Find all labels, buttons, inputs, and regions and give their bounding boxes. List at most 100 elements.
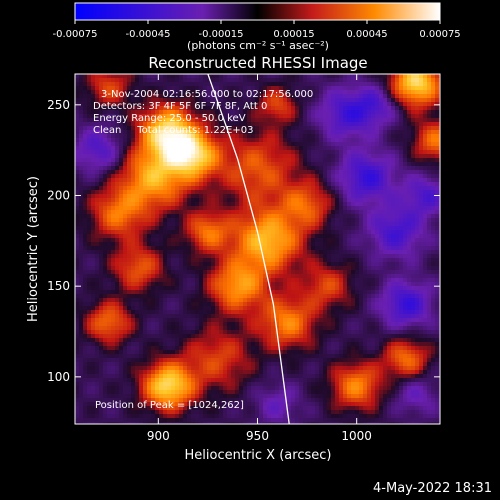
heatmap-cell [427,146,431,150]
heatmap-cell [155,218,159,222]
heatmap-cell [143,102,147,106]
heatmap-cell [175,254,179,258]
heatmap-cell [363,218,367,222]
heatmap-cell [95,262,99,266]
heatmap-cell [87,94,91,98]
heatmap-cell [95,190,99,194]
heatmap-cell [335,286,339,290]
heatmap-cell [167,194,171,198]
heatmap-cell [95,206,99,210]
heatmap-cell [215,250,219,254]
heatmap-cell [79,166,83,170]
heatmap-cell [215,130,219,134]
heatmap-cell [347,190,351,194]
heatmap-cell [167,282,171,286]
heatmap-cell [211,130,215,134]
heatmap-cell [227,282,231,286]
heatmap-cell [363,274,367,278]
heatmap-cell [151,174,155,178]
heatmap-cell [135,218,139,222]
heatmap-cell [295,154,299,158]
heatmap-cell [163,142,167,146]
heatmap-cell [307,150,311,154]
heatmap-cell [423,138,427,142]
heatmap-cell [199,230,203,234]
heatmap-cell [75,146,79,150]
heatmap-cell [215,242,219,246]
heatmap-cell [99,278,103,282]
heatmap-cell [423,238,427,242]
heatmap-cell [215,118,219,122]
heatmap-cell [351,226,355,230]
heatmap-cell [139,182,143,186]
heatmap-cell [207,166,211,170]
heatmap-cell [327,74,331,78]
heatmap-cell [363,146,367,150]
heatmap-cell [183,218,187,222]
heatmap-cell [159,170,163,174]
heatmap-cell [135,162,139,166]
heatmap-cell [379,222,383,226]
heatmap-cell [187,130,191,134]
heatmap-cell [207,158,211,162]
heatmap-cell [263,134,267,138]
heatmap-cell [403,162,407,166]
heatmap-cell [411,246,415,250]
heatmap-cell [283,258,287,262]
heatmap-cell [139,286,143,290]
heatmap-cell [291,106,295,110]
heatmap-cell [251,182,255,186]
heatmap-cell [375,142,379,146]
heatmap-cell [107,82,111,86]
heatmap-cell [295,170,299,174]
heatmap-cell [363,110,367,114]
heatmap-cell [123,286,127,290]
heatmap-cell [95,238,99,242]
heatmap-cell [243,218,247,222]
heatmap-cell [359,246,363,250]
heatmap-cell [403,166,407,170]
heatmap-cell [183,114,187,118]
heatmap-cell [323,230,327,234]
heatmap-cell [131,166,135,170]
heatmap-cell [135,198,139,202]
heatmap-cell [255,114,259,118]
heatmap-cell [275,138,279,142]
heatmap-cell [107,162,111,166]
heatmap-cell [255,82,259,86]
heatmap-cell [267,250,271,254]
heatmap-cell [395,214,399,218]
heatmap-cell [371,206,375,210]
heatmap-cell [135,254,139,258]
heatmap-cell [379,286,383,290]
heatmap-cell [195,222,199,226]
heatmap-cell [359,226,363,230]
heatmap-cell [87,262,91,266]
heatmap-cell [431,266,435,270]
heatmap-cell [355,218,359,222]
heatmap-cell [311,158,315,162]
heatmap-cell [123,214,127,218]
heatmap-cell [295,166,299,170]
heatmap-cell [343,190,347,194]
heatmap-cell [275,90,279,94]
heatmap-cell [391,270,395,274]
heatmap-cell [391,178,395,182]
heatmap-cell [431,162,435,166]
heatmap-cell [103,86,107,90]
heatmap-cell [159,182,163,186]
heatmap-cell [255,174,259,178]
heatmap-cell [271,262,275,266]
heatmap-cell [191,186,195,190]
heatmap-cell [403,198,407,202]
heatmap-cell [263,258,267,262]
heatmap-cell [107,158,111,162]
heatmap-cell [191,118,195,122]
heatmap-cell [103,130,107,134]
heatmap-cell [119,250,123,254]
heatmap-cell [107,278,111,282]
heatmap-cell [95,162,99,166]
heatmap-cell [215,238,219,242]
heatmap-cell [143,154,147,158]
heatmap-cell [299,182,303,186]
